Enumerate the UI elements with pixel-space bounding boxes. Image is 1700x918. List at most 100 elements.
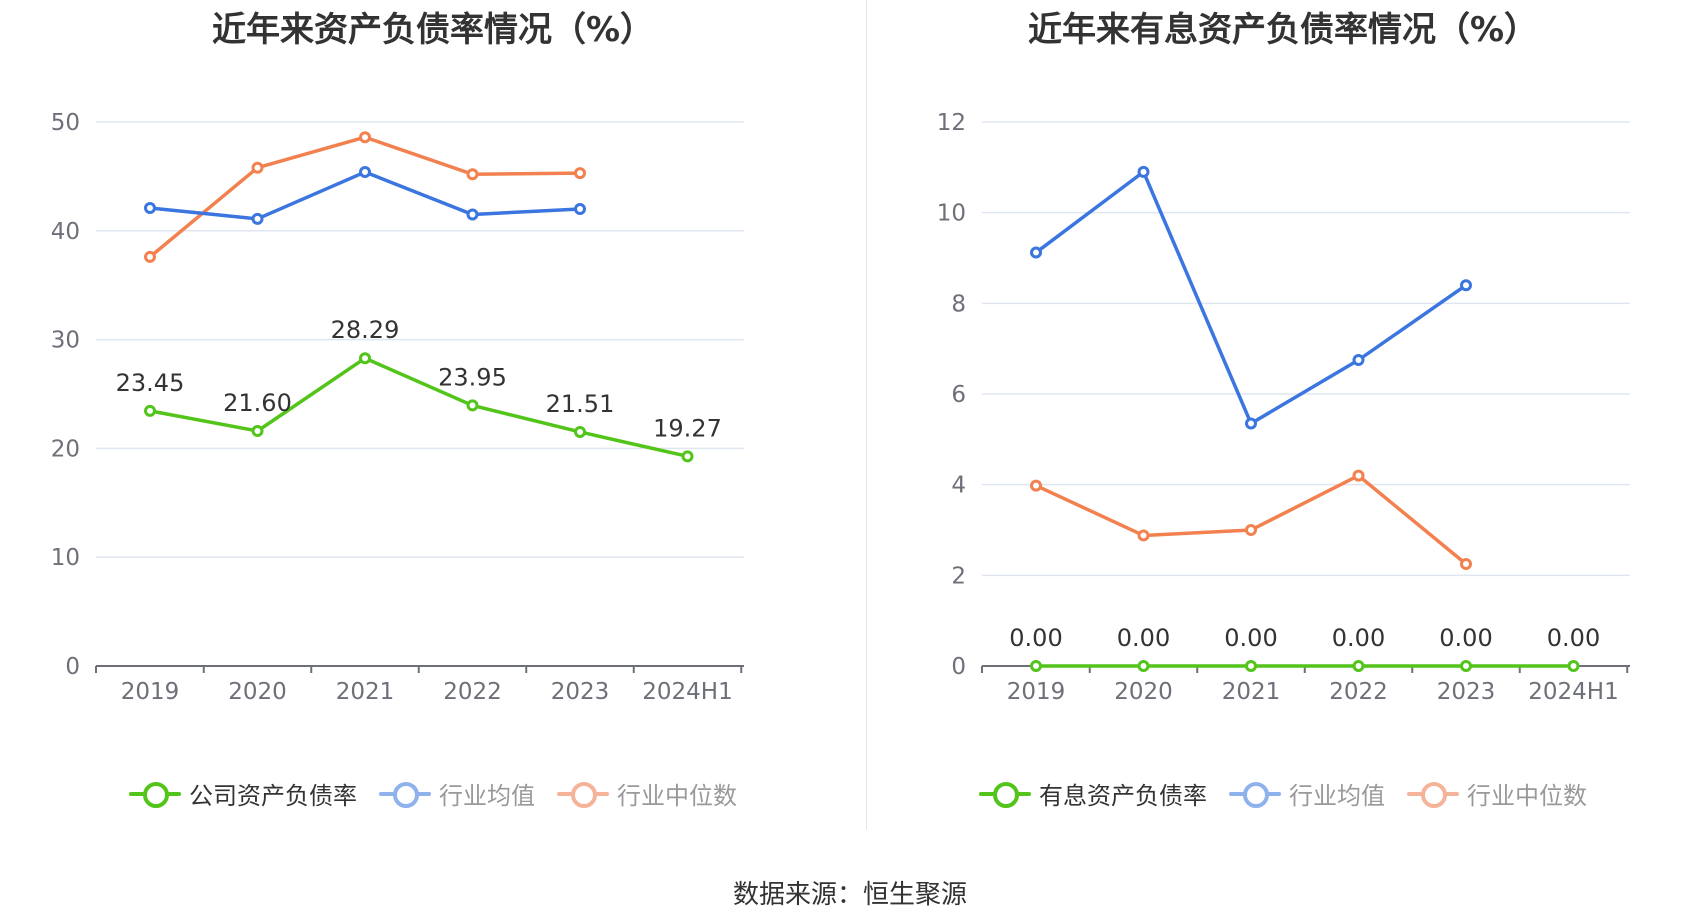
data-point xyxy=(1460,279,1472,292)
data-point xyxy=(466,399,479,412)
y-tick-label: 50 xyxy=(51,110,80,136)
data-point xyxy=(1567,660,1580,672)
legend-item[interactable]: 有息资产负债率 xyxy=(979,776,1207,811)
y-tick-label: 12 xyxy=(937,110,966,136)
legend-label: 有息资产负债率 xyxy=(1039,782,1207,810)
line-chart-interest-debt-ratio: 0 2 4 6 8 10 12 2019 2020 2021 2022 2023 2024H1 0.00 0… xyxy=(937,110,1630,705)
data-label: 0.00 xyxy=(1332,624,1385,652)
data-label: 21.60 xyxy=(223,389,292,417)
data-point xyxy=(1352,660,1365,672)
legend-label: 行业均值 xyxy=(439,782,535,810)
series-line xyxy=(1034,170,1467,426)
data-point xyxy=(1245,524,1257,536)
data-label: 23.95 xyxy=(438,363,507,391)
y-tick-label: 0 xyxy=(65,654,80,680)
y-tick-label: 6 xyxy=(951,382,966,408)
data-point xyxy=(1245,660,1257,672)
data-point xyxy=(1460,558,1472,570)
series-line xyxy=(149,170,581,221)
legend: 公司资产负债率 行业均值 行业中位数 xyxy=(0,776,866,811)
data-point xyxy=(466,208,479,221)
y-tick-label: 4 xyxy=(951,473,966,499)
data-point xyxy=(251,212,264,225)
x-tick-label: 2019 xyxy=(121,679,180,705)
data-point xyxy=(1137,165,1150,178)
x-tick-label: 2021 xyxy=(336,679,395,705)
x-tick-label: 2022 xyxy=(443,679,502,705)
data-point xyxy=(1460,660,1472,672)
legend-label: 行业中位数 xyxy=(617,782,737,810)
data-label: 0.00 xyxy=(1547,624,1600,652)
x-tick-label: 2023 xyxy=(551,679,610,705)
data-point xyxy=(1137,660,1150,672)
data-label: 23.45 xyxy=(116,369,185,397)
x-tick-label: 2021 xyxy=(1222,679,1281,705)
data-point xyxy=(1030,660,1042,672)
data-point xyxy=(359,352,371,365)
chart-panel-interest-debt-ratio: 近年来有息资产负债率情况（%） 0 2 4 6 8 10 12 2019 2020 2021 202… xyxy=(866,0,1700,830)
legend-marker-icon xyxy=(379,781,431,808)
data-point xyxy=(1245,417,1257,430)
data-label: 28.29 xyxy=(331,316,400,344)
legend-marker-icon xyxy=(557,781,609,808)
data-source: 数据来源：恒生聚源 xyxy=(732,880,967,910)
data-point xyxy=(251,424,264,437)
legend-item[interactable]: 行业中位数 xyxy=(1407,776,1587,811)
legend: 有息资产负债率 行业均值 行业中位数 xyxy=(866,776,1700,811)
data-point xyxy=(1137,529,1150,542)
chart-title: 近年来有息资产负债率情况（%） xyxy=(1027,10,1539,50)
data-point xyxy=(681,450,694,463)
chart-panel-debt-ratio: 近年来资产负债率情况（%） 0 10 20 30 40 50 2019 2020 2021 202… xyxy=(0,0,866,830)
data-point xyxy=(1352,354,1365,366)
legend-item[interactable]: 行业中位数 xyxy=(557,776,737,811)
x-tick-label: 2020 xyxy=(228,679,287,705)
data-label: 19.27 xyxy=(653,414,722,442)
data-point xyxy=(359,131,371,144)
legend-label: 行业均值 xyxy=(1289,782,1385,810)
x-tick-label: 2024H1 xyxy=(642,679,732,705)
x-tick-label: 2024H1 xyxy=(1528,679,1618,705)
y-tick-label: 2 xyxy=(951,563,966,589)
series-line xyxy=(149,356,688,459)
series-line xyxy=(1035,473,1468,566)
legend-item[interactable]: 行业均值 xyxy=(1229,776,1385,811)
data-point xyxy=(1030,246,1042,259)
data-label: 21.51 xyxy=(546,390,615,418)
data-point xyxy=(574,203,586,216)
data-point xyxy=(144,201,156,214)
x-tick-label: 2019 xyxy=(1007,679,1066,705)
data-point xyxy=(574,425,586,438)
legend-marker-icon xyxy=(1229,781,1281,808)
legend-marker-icon xyxy=(979,781,1031,808)
x-tick-label: 2020 xyxy=(1114,679,1173,705)
y-tick-label: 30 xyxy=(51,328,80,354)
data-label: 0.00 xyxy=(1117,624,1170,652)
legend-marker-icon xyxy=(1407,781,1459,808)
data-label: 0.00 xyxy=(1009,624,1062,652)
y-tick-label: 0 xyxy=(951,654,966,680)
legend-item[interactable]: 行业均值 xyxy=(379,776,535,811)
panel-divider xyxy=(866,0,867,830)
x-tick-label: 2022 xyxy=(1329,679,1388,705)
legend-label: 行业中位数 xyxy=(1467,782,1587,810)
y-tick-label: 8 xyxy=(951,291,966,317)
chart-title: 近年来资产负债率情况（%） xyxy=(211,10,655,50)
y-tick-label: 40 xyxy=(51,219,80,245)
y-tick-label: 10 xyxy=(937,201,966,227)
data-point xyxy=(1030,479,1042,492)
data-point xyxy=(574,167,586,180)
data-point xyxy=(251,161,264,174)
y-tick-label: 20 xyxy=(51,436,80,462)
data-label: 0.00 xyxy=(1224,624,1277,652)
data-point xyxy=(1352,469,1365,482)
legend-label: 公司资产负债率 xyxy=(189,782,357,810)
x-tick-label: 2023 xyxy=(1437,679,1496,705)
data-point xyxy=(466,168,479,181)
y-tick-label: 10 xyxy=(51,545,80,571)
data-point xyxy=(144,250,156,263)
data-label: 0.00 xyxy=(1439,624,1492,652)
data-point xyxy=(144,404,156,417)
data-point xyxy=(359,166,371,179)
line-chart-debt-ratio: 0 10 20 30 40 50 2019 2020 2021 2022 2023 2024H1 23.… xyxy=(51,110,744,705)
legend-item[interactable]: 公司资产负债率 xyxy=(129,776,357,811)
